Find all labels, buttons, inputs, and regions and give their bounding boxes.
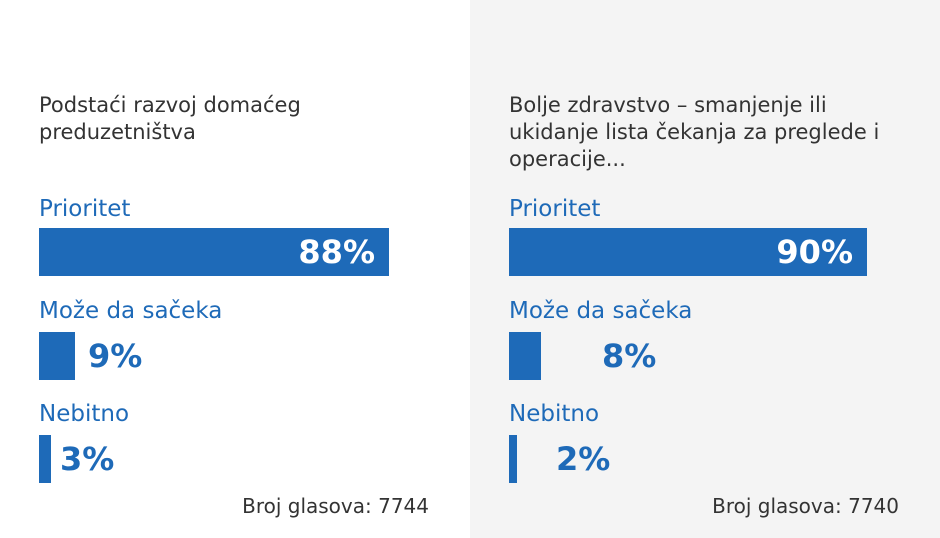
category-label-can-wait: Može da sačeka (509, 298, 693, 324)
value-label-irrelevant: 3% (60, 440, 115, 478)
value-label-priority: 88% (298, 233, 375, 271)
bar-priority (509, 228, 867, 276)
category-label-priority: Prioritet (39, 196, 131, 222)
vote-count: Broj glasova: 7740 (712, 494, 899, 518)
category-label-irrelevant: Nebitno (509, 401, 600, 427)
category-label-can-wait: Može da sačeka (39, 298, 223, 324)
bar-irrelevant (39, 435, 51, 483)
value-label-can-wait: 9% (88, 337, 143, 375)
poll-panel-entrepreneurship: Podstaći razvoj domaćeg preduzetništva P… (39, 93, 429, 518)
question-title: Bolje zdravstvo – smanjenje ili ukidanje… (509, 93, 880, 171)
bar-irrelevant (509, 435, 517, 483)
value-label-can-wait: 8% (602, 337, 657, 375)
vote-count: Broj glasova: 7744 (242, 494, 429, 518)
category-label-priority: Prioritet (509, 196, 601, 222)
bar-can-wait (509, 332, 541, 380)
question-title: Podstaći razvoj domaćeg preduzetništva (39, 93, 301, 144)
value-label-irrelevant: 2% (556, 440, 611, 478)
value-label-priority: 90% (776, 233, 853, 271)
bar-can-wait (39, 332, 75, 380)
bar-priority (39, 228, 389, 276)
poll-panel-healthcare: Bolje zdravstvo – smanjenje ili ukidanje… (470, 0, 940, 538)
category-label-irrelevant: Nebitno (39, 401, 130, 427)
